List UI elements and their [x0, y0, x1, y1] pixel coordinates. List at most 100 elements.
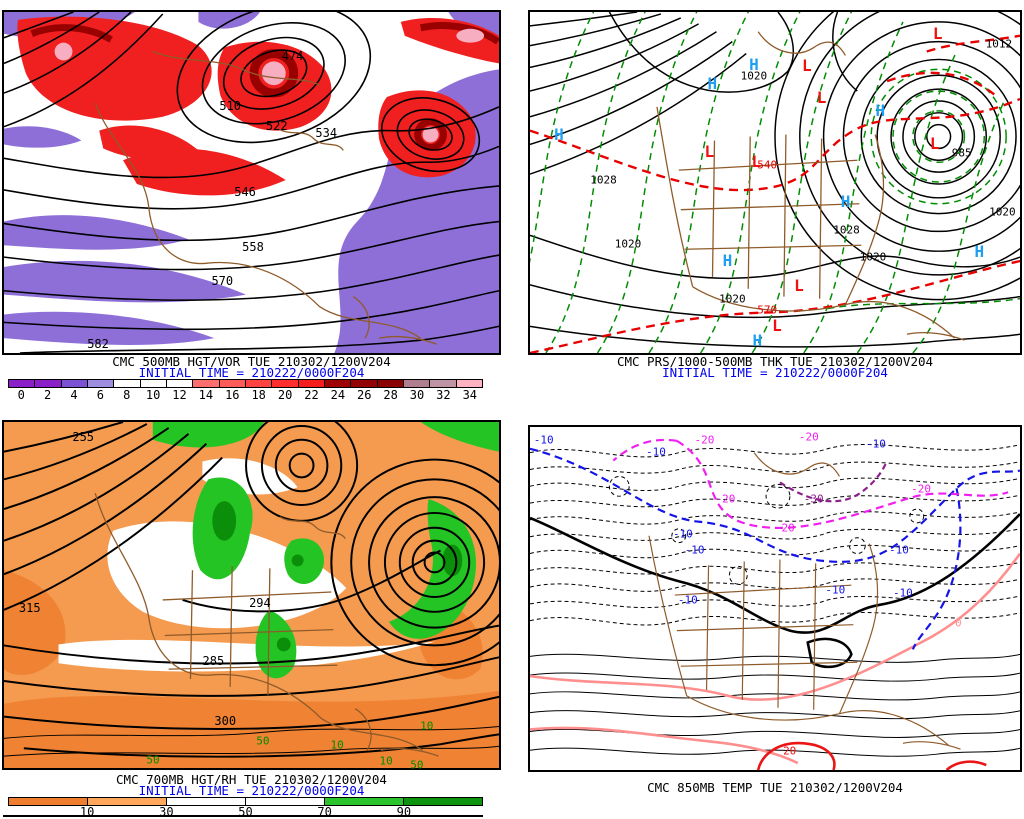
colorbar-segment [88, 798, 167, 805]
temperature-contour-label: -10 [889, 543, 909, 557]
low-marker: L [816, 87, 827, 107]
colorbar-segment [456, 380, 482, 387]
rh-contour-label: 10 [420, 719, 434, 733]
high-marker: H [974, 242, 985, 262]
colorbar-tick: 24 [330, 388, 346, 402]
pressure-label: 1020 [719, 292, 746, 306]
temperature-contour-label: -10 [677, 593, 698, 607]
contour-art-500mb [4, 12, 499, 353]
high-marker: H [722, 250, 733, 270]
colorbar-tick: 90 [396, 805, 412, 819]
map-850mb-temp: -10 -10 -10 -10 -10 -10 -10 -10 -10 -20 -20 -20 -20 -… [528, 425, 1022, 772]
colorbar-segment [140, 380, 167, 387]
vorticity-colorbar [8, 379, 483, 388]
temperature-contour-label: -10 [684, 543, 705, 557]
temperature-contour-label: -30 [803, 492, 824, 506]
height-contour-label: 474 [281, 49, 304, 64]
panel-title-700mb: CMC 700MB HGT/RH TUE 210302/1200V204 [116, 772, 387, 787]
height-contour-label: 546 [234, 185, 256, 200]
colorbar-tick: 20 [277, 388, 293, 402]
colorbar-tick: 70 [317, 805, 332, 819]
rh-colorbar [8, 797, 483, 806]
temperature-contour-label: -20 [911, 482, 931, 496]
height-contour-label: 315 [18, 600, 41, 615]
height-contour-label: 570 [211, 273, 234, 288]
high-marker: H [752, 331, 763, 351]
pressure-label: 1020 [740, 69, 768, 83]
temperature-contour-label: -10 [892, 586, 913, 600]
temperature-contour-label: 0 [954, 616, 962, 630]
panel-initial-time-700mb: INITIAL TIME = 210222/0000F204 [138, 783, 365, 798]
rh-contour-label: 10 [330, 738, 344, 752]
colorbar-segment [193, 380, 220, 387]
map-labels-500mb: 474 510 522 534 546 558 570 582 [4, 12, 499, 353]
high-marker: H [875, 100, 886, 120]
height-contour-label: 558 [242, 240, 264, 255]
colorbar-tick: 14 [198, 388, 214, 402]
temperature-contour-label: -20 [694, 433, 715, 447]
panel-title-500mb: CMC 500MB HGT/VOR TUE 210302/1200V204 [112, 354, 391, 369]
pressure-label: 1020 [859, 250, 887, 264]
colorbar-tick: 10 [145, 388, 161, 402]
map-500mb-hgt-vor: 474 510 522 534 546 558 570 582 [2, 10, 501, 355]
height-contour-label: 300 [214, 713, 237, 728]
colorbar-tick: 18 [251, 388, 266, 402]
colorbar-tick: 0 [17, 388, 25, 402]
colorbar-tick: 8 [123, 388, 131, 402]
height-contour-label: 285 [202, 654, 225, 669]
colorbar-segment [351, 380, 378, 387]
low-marker: L [929, 133, 940, 153]
colorbar-tick: 30 [409, 388, 425, 402]
temperature-contour-label: -10 [672, 527, 693, 541]
colorbar-tick: 16 [225, 388, 240, 402]
rh-colorbar-ticks: 10 30 50 70 90 [8, 806, 483, 819]
map-labels-thickness: H H H H H H H H L L L L L L L L 1012 1020 1028 1020 1028 1020… [530, 12, 1020, 353]
temperature-contour-label: -20 [774, 521, 795, 535]
temperature-contour-label: -10 [825, 583, 846, 597]
colorbar-segment [167, 798, 246, 805]
map-labels-700mb: 255 294 315 285 300 50 50 50 10 10 10 [4, 422, 499, 770]
map-labels-850mb: -10 -10 -10 -10 -10 -10 -10 -10 -10 -20 -20 -20 -20 -… [530, 427, 1020, 770]
colorbar-segment [87, 380, 115, 387]
colorbar-tick: 28 [383, 388, 398, 402]
map-thickness-mslp: H H H H H H H H L L L L L L L L 1012 1020 1028 1020 1028 1020… [528, 10, 1022, 355]
temperature-contour-label: -10 [645, 445, 666, 459]
high-marker: H [707, 74, 718, 94]
contour-art-850mb [530, 427, 1020, 770]
colorbar-segment [403, 380, 431, 387]
pressure-label: 1012 [985, 37, 1013, 51]
temperature-contour-label: -20 [798, 430, 819, 444]
rh-contour-label: 50 [256, 734, 270, 748]
divider-rule [3, 815, 483, 817]
colorbar-segment [9, 380, 36, 387]
pressure-label: 985 [951, 146, 972, 160]
low-marker: L [932, 23, 943, 43]
colorbar-tick: 6 [96, 388, 104, 402]
rh-contour-label: 50 [146, 753, 160, 767]
low-marker: L [794, 275, 804, 295]
colorbar-tick: 2 [43, 388, 52, 402]
colorbar-segment [219, 380, 246, 387]
temperature-contour-label: -10 [533, 433, 554, 447]
thickness-label: 570 [757, 303, 778, 317]
colorbar-segment [35, 380, 62, 387]
height-contour-label: 510 [219, 98, 242, 113]
map-700mb-hgt-rh: 255 294 315 285 300 50 50 50 10 10 10 [2, 420, 501, 770]
high-marker: H [749, 54, 759, 74]
colorbar-segment [404, 798, 482, 805]
colorbar-tick: 30 [159, 805, 174, 819]
colorbar-segment [61, 380, 88, 387]
low-marker: L [751, 152, 762, 172]
colorbar-segment [9, 798, 88, 805]
height-contour-label: 522 [265, 118, 288, 133]
colorbar-segment [325, 798, 404, 805]
colorbar-tick: 34 [462, 388, 478, 402]
vorticity-colorbar-ticks: 0 2 4 6 8 10 12 14 16 18 20 22 24 26 28 30 32 34 [8, 389, 483, 402]
low-marker: L [704, 142, 715, 162]
height-contour-label: 582 [87, 337, 109, 352]
high-marker: H [840, 191, 851, 211]
contour-art-700mb [4, 422, 499, 768]
height-contour-label: 255 [72, 429, 95, 444]
panel-initial-time-500mb: INITIAL TIME = 210222/0000F204 [138, 365, 365, 380]
